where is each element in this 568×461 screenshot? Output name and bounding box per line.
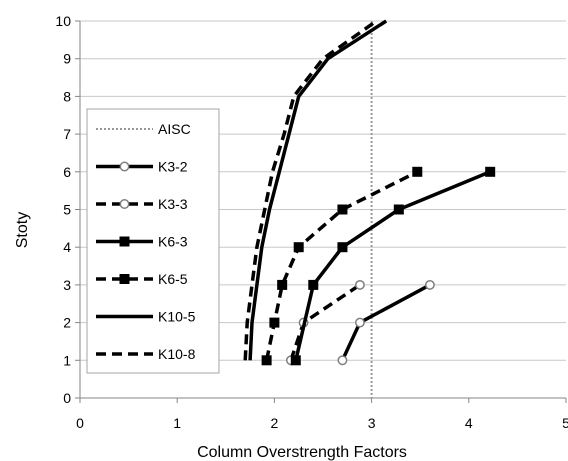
legend-label-k10-5: K10-5 — [158, 309, 196, 325]
legend-marker-k3-3 — [119, 199, 130, 209]
y-tick-label-6: 6 — [63, 164, 71, 180]
data-point-k3-2-3 — [424, 279, 435, 290]
y-tick-label-8: 8 — [63, 88, 71, 104]
legend: AISC K3-2 K3-3 K6-3 K6-5 K10-5 K10-8 — [86, 108, 220, 374]
x-tick-label-4: 4 — [465, 415, 473, 431]
plot-area — [243, 19, 496, 366]
data-point-k6-5-6 — [412, 166, 423, 177]
legend-label-k3-2: K3-2 — [158, 159, 188, 175]
series-k6-3 — [290, 166, 496, 366]
data-point-k3-2-1 — [337, 355, 348, 366]
x-tick-label-3: 3 — [368, 415, 376, 431]
data-point-k3-2-2 — [354, 317, 365, 328]
legend-label-k10-8: K10-8 — [158, 346, 196, 362]
legend-item-k10-5: K10-5 — [96, 309, 196, 325]
legend-item-k6-5: K6-5 — [96, 271, 188, 287]
data-point-k6-3-1 — [290, 355, 301, 366]
series-k10-5 — [248, 19, 388, 361]
data-point-k6-5-2 — [269, 317, 280, 328]
data-point-k6-3-3 — [337, 242, 348, 253]
legend-item-k3-2: K3-2 — [96, 159, 188, 175]
legend-marker-k3-2 — [119, 161, 130, 172]
y-tick-label-7: 7 — [63, 126, 71, 142]
y-tick-label-4: 4 — [63, 239, 71, 255]
series-line-k6-5 — [264, 170, 419, 361]
legend-item-aisc: AISC — [96, 121, 191, 137]
y-tick-label-3: 3 — [63, 277, 71, 293]
data-point-k6-3-4 — [393, 204, 404, 215]
y-tick-label-0: 0 — [63, 390, 71, 406]
y-axis-label: Stoty — [14, 212, 31, 248]
x-tick-label-5: 5 — [562, 415, 568, 431]
tick-labels: 0 1 2 3 4 5 6 7 8 9 10 0 1 2 3 4 5 — [55, 13, 568, 431]
y-tick-label-1: 1 — [63, 352, 71, 368]
series-k10-8 — [243, 19, 378, 361]
y-tick-label-2: 2 — [63, 315, 71, 331]
legend-marker-k6-3 — [119, 236, 130, 247]
legend-item-k3-3: K3-3 — [96, 196, 188, 212]
x-tick-label-2: 2 — [271, 415, 279, 431]
x-axis-label: Column Overstrength Factors — [197, 444, 407, 461]
series-line-k10-8 — [243, 19, 378, 361]
axes — [75, 20, 567, 403]
legend-label-aisc: AISC — [158, 121, 191, 137]
y-tick-label-9: 9 — [63, 51, 71, 67]
data-point-k3-3-3 — [354, 279, 365, 290]
data-point-k6-3-2 — [308, 279, 319, 290]
x-tick-label-0: 0 — [76, 415, 84, 431]
series-k3-2 — [337, 279, 435, 366]
legend-label-k3-3: K3-3 — [158, 196, 188, 212]
series-k6-5 — [261, 166, 423, 366]
y-tick-label-10: 10 — [55, 13, 71, 29]
data-point-k6-5-3 — [277, 279, 288, 290]
legend-item-k10-8: K10-8 — [96, 346, 196, 362]
data-point-k6-3-5 — [485, 166, 496, 177]
data-point-k6-5-5 — [337, 204, 348, 215]
y-tick-label-5: 5 — [63, 202, 71, 218]
legend-label-k6-3: K6-3 — [158, 234, 188, 250]
x-tick-label-1: 1 — [173, 415, 181, 431]
data-point-k6-5-1 — [261, 355, 272, 366]
legend-label-k6-5: K6-5 — [158, 271, 188, 287]
legend-item-k6-3: K6-3 — [96, 234, 188, 250]
data-point-k6-5-4 — [293, 242, 304, 253]
series-line-k10-5 — [248, 19, 388, 361]
legend-marker-k6-5 — [119, 274, 130, 284]
